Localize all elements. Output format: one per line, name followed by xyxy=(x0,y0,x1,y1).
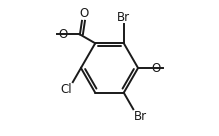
Text: Br: Br xyxy=(117,11,130,24)
Text: O: O xyxy=(58,28,68,41)
Text: O: O xyxy=(152,61,161,75)
Text: Br: Br xyxy=(134,110,147,123)
Text: Cl: Cl xyxy=(60,83,72,96)
Text: O: O xyxy=(79,7,88,20)
